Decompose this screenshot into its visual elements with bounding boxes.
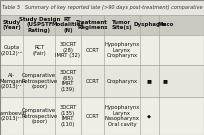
Text: Study
(Year): Study (Year) [2,20,21,30]
Text: Tumor
Site(s): Tumor Site(s) [112,20,132,30]
Text: Dysphagia: Dysphagia [133,22,166,27]
Text: CCRT: CCRT [85,48,99,53]
Text: RCT
(Fair): RCT (Fair) [32,45,46,55]
Text: Treatment
Regimens: Treatment Regimens [76,20,108,30]
Text: ■: ■ [163,79,168,84]
Text: 3DCRT
(28)
IMRT (32): 3DCRT (28) IMRT (32) [55,42,80,58]
Text: Muco: Muco [157,22,173,27]
Text: Table 5   Summary of key reported late (>90 days post-treatment) comparative to: Table 5 Summary of key reported late (>9… [2,5,204,10]
Text: Study Design
(USPSTF
Rating): Study Design (USPSTF Rating) [19,17,60,33]
Text: RT
Modalities
(N): RT Modalities (N) [52,17,84,33]
Bar [0,0,204,14]
Text: Comparative
Retrospective
(poor): Comparative Retrospective (poor) [21,73,57,89]
Text: Hypopharynx
Larynx
Oropharynx: Hypopharynx Larynx Oropharynx [104,42,140,58]
Bar [0,65,204,97]
Text: ■: ■ [147,79,152,84]
Text: 3DCRT
(65)
IMRT
(139): 3DCRT (65) IMRT (139) [59,70,76,92]
Text: Al-
Mamgani
(2013)¹⁷: Al- Mamgani (2013)¹⁷ [0,73,24,89]
Bar [0,35,204,65]
Text: Comparative
Retrospective
(poor): Comparative Retrospective (poor) [21,108,57,124]
Text: Oropharynx: Oropharynx [106,79,137,84]
Bar [0,14,204,35]
Text: CCRT: CCRT [85,79,99,84]
Text: Hypopharynx
Larynx
Nasopharynx
Oral cavity: Hypopharynx Larynx Nasopharynx Oral cavi… [104,105,140,127]
Text: ◆: ◆ [147,114,151,119]
Text: CCRT: CCRT [85,114,99,119]
Bar [0,97,204,135]
Text: Lamboevin
(2013)¹⁷: Lamboevin (2013)¹⁷ [0,111,26,122]
Text: 3DCRT
(135)
IMRT
(110): 3DCRT (135) IMRT (110) [59,105,76,127]
Text: Gupta
(2012)¹⁵: Gupta (2012)¹⁵ [1,45,23,55]
